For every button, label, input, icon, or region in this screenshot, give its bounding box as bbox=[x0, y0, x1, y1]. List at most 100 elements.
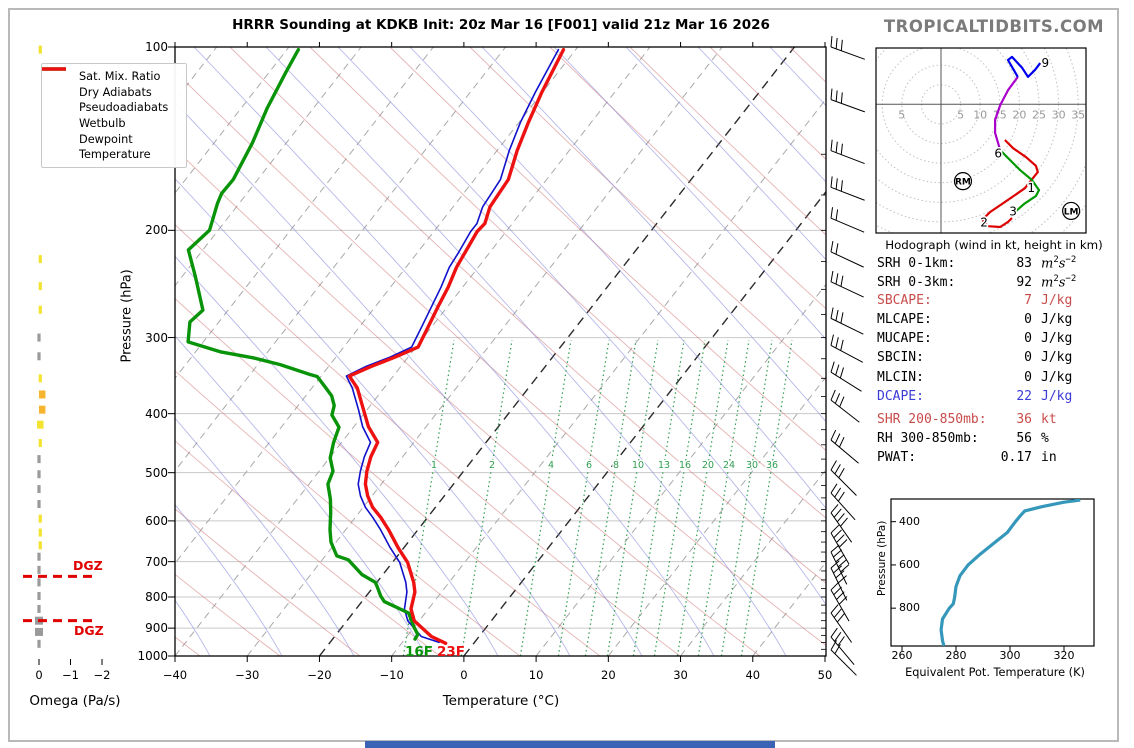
hodo-height-label: 3 bbox=[1009, 205, 1017, 219]
dry-adiabat-line bbox=[229, 47, 826, 584]
omega-segment bbox=[37, 591, 41, 600]
theta-e-frame bbox=[890, 498, 1095, 647]
surface-dewpoint-label: 16F bbox=[405, 644, 434, 660]
temperature-axis-label: Temperature (°C) bbox=[442, 693, 560, 709]
stat-row-dcape-: DCAPE: 22 J/kg bbox=[877, 389, 1103, 408]
wind-barb-feather bbox=[830, 35, 833, 48]
stat-row-mlcin-: MLCIN: 0 J/kg bbox=[877, 370, 1103, 389]
omega-segment bbox=[38, 514, 42, 523]
mixing-ratio-line bbox=[632, 339, 685, 656]
stat-label: RH 300-850mb: bbox=[877, 430, 979, 446]
stat-row-sbcape-: SBCAPE: 7 J/kg bbox=[877, 293, 1103, 312]
skewt-frame bbox=[174, 46, 827, 657]
stat-row-srh-0-3km-: SRH 0-3km: 92 m2s−2 bbox=[877, 274, 1103, 293]
pressure-tick-label: 400 bbox=[145, 406, 168, 421]
legend-item-label: Sat. Mix. Ratio bbox=[79, 70, 161, 84]
temp-tick-label: 0 bbox=[460, 668, 468, 682]
ept-y-axis-label: Pressure (hPa) bbox=[876, 520, 888, 596]
stat-row-mlcape-: MLCAPE: 0 J/kg bbox=[877, 312, 1103, 331]
dry-adiabat-line bbox=[175, 370, 521, 656]
wind-barb-staff bbox=[830, 492, 856, 521]
wind-barb-staff bbox=[830, 469, 857, 496]
pseudoadiabat-line bbox=[175, 599, 211, 656]
mixing-ratio-label: 4 bbox=[548, 460, 554, 471]
wind-barb-feather bbox=[836, 591, 845, 600]
wind-barb-feather bbox=[830, 627, 838, 638]
mixing-ratio-label: 30 bbox=[746, 460, 758, 471]
omega-segment bbox=[37, 500, 41, 509]
wind-barb-feather bbox=[838, 468, 845, 479]
stat-value: 0 bbox=[1024, 312, 1032, 328]
hodograph-trace-red bbox=[981, 139, 1039, 229]
hodo-ring-label: 20 bbox=[1012, 108, 1026, 121]
wind-barb-feather bbox=[836, 513, 845, 523]
stat-value: 22 bbox=[1016, 388, 1032, 404]
stats-panel: SRH 0-1km: 83 m2s−2 SRH 0-3km: 92 m2s−2 SBCAPE… bbox=[877, 255, 1103, 469]
stat-unit: % bbox=[1041, 430, 1049, 446]
hodograph-trace-purple bbox=[993, 76, 1019, 151]
wind-barb-staff bbox=[830, 251, 864, 268]
wind-barb-feather bbox=[833, 508, 842, 518]
wind-barb-feather bbox=[834, 393, 841, 404]
hodo-marker-lm bbox=[1062, 201, 1081, 221]
temp-tick-label: 10 bbox=[528, 668, 544, 682]
mixing-ratio-label: 16 bbox=[679, 460, 691, 471]
wind-barb-feather bbox=[830, 581, 840, 591]
dry-adiabat-line bbox=[469, 47, 826, 382]
wind-barb-feather bbox=[835, 364, 840, 376]
wind-barb-feather bbox=[837, 559, 847, 568]
wind-barb-feather bbox=[830, 640, 837, 651]
omega-segment bbox=[38, 374, 42, 383]
stat-value: 0 bbox=[1024, 369, 1032, 385]
isotherm-line bbox=[175, 47, 651, 656]
wind-barb-feather bbox=[835, 554, 845, 563]
omega-segment bbox=[37, 485, 41, 494]
wind-barb-feather bbox=[834, 433, 841, 444]
wind-barb-feather bbox=[835, 309, 839, 321]
wind-barb-staff bbox=[830, 217, 865, 233]
pseudoadiabat-line bbox=[175, 503, 283, 656]
temp-tick-label: −20 bbox=[307, 668, 332, 682]
mixing-ratio-line bbox=[740, 339, 793, 656]
stat-value: 83 bbox=[1016, 256, 1032, 272]
mixing-ratio-line bbox=[697, 339, 750, 656]
stat-unit: kt bbox=[1041, 411, 1057, 427]
wind-barb-feather bbox=[839, 396, 845, 408]
dgz-label-lower: DGZ bbox=[74, 623, 104, 638]
stat-value: 36 bbox=[1016, 411, 1032, 427]
wind-barb-staff bbox=[830, 371, 862, 392]
omega-segment bbox=[37, 604, 41, 613]
pseudoadiabat-line bbox=[553, 47, 826, 341]
wind-barb-feather bbox=[830, 139, 833, 151]
wind-barb-staff bbox=[830, 317, 864, 335]
omega-segment bbox=[38, 305, 42, 314]
wind-barb-feather bbox=[830, 207, 834, 219]
mixing-ratio-line bbox=[519, 339, 572, 656]
isotherm-line bbox=[391, 98, 826, 656]
legend-item-label: Dewpoint bbox=[79, 132, 133, 146]
legend-item-mixratio: Sat. Mix. Ratio bbox=[42, 68, 180, 85]
wind-barb-feather bbox=[830, 361, 835, 373]
stat-label: MLCIN: bbox=[877, 369, 924, 385]
omega-segment bbox=[37, 470, 41, 479]
temp-tick-label: 20 bbox=[601, 668, 616, 682]
surface-temperature-label: 23F bbox=[437, 644, 466, 660]
hodo-height-label: 6 bbox=[994, 147, 1002, 161]
omega-segment bbox=[38, 255, 42, 264]
legend-item-label: Dry Adiabats bbox=[79, 85, 152, 99]
pressure-tick-label: 1000 bbox=[137, 649, 168, 663]
wind-barb-staff bbox=[830, 399, 860, 423]
isotherm-line bbox=[175, 47, 434, 380]
wind-barb-feather bbox=[834, 643, 841, 654]
wind-barb-feather bbox=[837, 636, 845, 646]
dry-adiabat-line bbox=[389, 47, 826, 451]
wind-barb-feather bbox=[830, 460, 837, 471]
omega-segment bbox=[37, 578, 41, 587]
pseudoadiabat-line bbox=[175, 101, 643, 656]
wind-barb-feather bbox=[830, 307, 834, 319]
omega-tick-label: −2 bbox=[93, 668, 111, 682]
omega-tick-label: −1 bbox=[62, 668, 79, 682]
omega-segment bbox=[37, 352, 41, 361]
omega-segment bbox=[38, 439, 42, 448]
